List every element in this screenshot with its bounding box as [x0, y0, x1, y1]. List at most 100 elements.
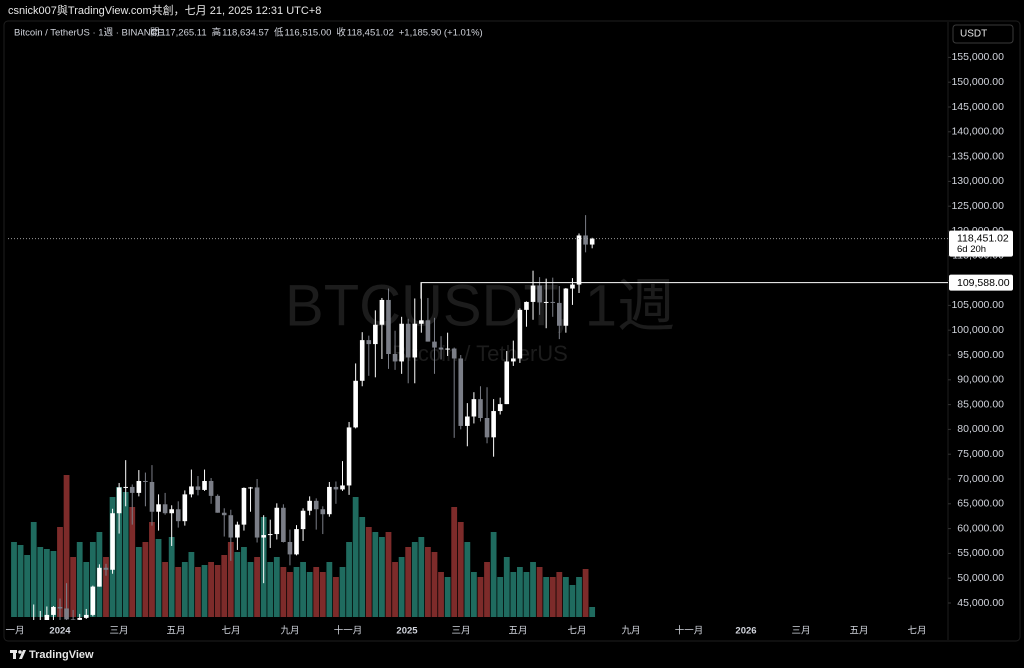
- y-tick-label: 60,000.00: [957, 522, 1004, 534]
- volume-bar: [287, 572, 293, 617]
- candle-body: [451, 348, 457, 359]
- y-tick-label: 90,000.00: [957, 374, 1004, 386]
- candle-body: [327, 486, 332, 515]
- y-tick-label: 65,000.00: [957, 498, 1004, 510]
- candle-body: [412, 323, 418, 358]
- candle-body: [550, 301, 556, 303]
- candle-body: [267, 534, 273, 536]
- x-tick-label: 2024: [49, 626, 71, 637]
- candle-body: [169, 509, 174, 514]
- axes: 45,000.00 50,000.00 55,000.00 60,000.00 65,0…: [5, 51, 1013, 637]
- candle-body: [116, 487, 122, 514]
- candle-body: [333, 486, 339, 490]
- volume-bar: [471, 572, 477, 617]
- candle-body: [524, 301, 529, 310]
- currency[interactable]: USDT: [960, 29, 987, 40]
- y-tick-label: 50,000.00: [957, 572, 1004, 584]
- volume-bar: [241, 547, 247, 617]
- candle-body: [70, 619, 76, 620]
- volume-bar: [43, 549, 50, 617]
- volume-bar: [122, 492, 129, 617]
- volume-bar: [523, 572, 530, 617]
- volume-bar: [155, 539, 162, 617]
- candle-body: [346, 427, 352, 486]
- candle-body: [136, 480, 142, 493]
- volume-bar: [254, 557, 260, 617]
- symbol: Bitcoin / TetherUS · 1週 · BINANCE: [14, 27, 164, 39]
- volume-bar: [530, 562, 536, 617]
- volume-bar: [24, 555, 31, 617]
- candle-body: [445, 348, 450, 350]
- footer-brand: TradingView: [29, 649, 94, 661]
- candle-body: [162, 504, 168, 514]
- currency-button[interactable]: [952, 24, 1014, 44]
- volume-bar: [385, 532, 392, 617]
- candle-body: [64, 608, 69, 620]
- y-tick-label: 80,000.00: [957, 423, 1004, 435]
- y-tick-label: 75,000.00: [957, 448, 1004, 460]
- change: +1,185.90 (+1.01%): [399, 28, 483, 39]
- hline-label-box: [949, 274, 1013, 291]
- candle-body: [261, 535, 266, 538]
- ohlc-value: 118,634.57: [222, 28, 269, 39]
- candle-body: [359, 340, 365, 381]
- last-price-label: 118,451.02: [957, 232, 1009, 244]
- ohlc-label: 收: [336, 27, 346, 39]
- y-tick-label: 135,000.00: [951, 150, 1004, 162]
- y-tick-label: 145,000.00: [951, 101, 1004, 113]
- last-price-box: [949, 230, 1013, 257]
- candle-body: [208, 480, 214, 496]
- volume-bar: [17, 545, 24, 617]
- ohlc-value: 118,451.02: [347, 28, 394, 39]
- x-tick-label: 2026: [735, 626, 756, 637]
- volume-bar: [247, 562, 254, 617]
- volume-bar: [582, 569, 589, 617]
- x-tick-label: 七月: [221, 626, 240, 637]
- y-tick-label: 100,000.00: [951, 324, 1004, 336]
- candle-body: [97, 567, 102, 587]
- ohlc-label: 開: [150, 28, 160, 39]
- candle-body: [340, 485, 345, 490]
- candle-body: [392, 354, 398, 362]
- candle-body: [90, 586, 96, 615]
- candle-body: [215, 495, 220, 513]
- ohlc-label: 低: [274, 27, 284, 39]
- candle-body: [511, 358, 516, 362]
- candle-body: [366, 340, 372, 345]
- candle-body: [235, 524, 240, 538]
- hline-label: 109,588.00: [957, 277, 1010, 289]
- countdown: 6d 20h: [957, 244, 986, 255]
- candle-body: [537, 285, 542, 303]
- candle-body: [195, 486, 201, 490]
- volume-bar: [129, 507, 136, 617]
- x-tick-label: 五月: [849, 626, 868, 637]
- x-tick-label: 七月: [907, 626, 926, 637]
- volume-bar: [267, 562, 274, 617]
- y-tick-label: 70,000.00: [957, 473, 1004, 485]
- candle-body: [478, 399, 483, 418]
- candle-body: [458, 358, 464, 426]
- header-title: csnick007與TradingView.com共創，七月 21, 2025 …: [8, 3, 321, 17]
- volume-bar: [208, 562, 214, 617]
- candle-body: [294, 529, 299, 555]
- candle-body: [254, 487, 260, 538]
- volume-bar: [149, 522, 155, 617]
- volume-bar: [425, 547, 431, 617]
- candle-body: [530, 285, 536, 302]
- volume-bar: [70, 557, 77, 617]
- x-tick-label: 九月: [621, 625, 640, 637]
- volume-bar: [201, 565, 208, 617]
- volume-bar: [313, 567, 320, 617]
- volume-bar: [444, 577, 451, 617]
- candle-body: [438, 347, 444, 350]
- candle-body: [103, 567, 109, 570]
- volume-bar: [503, 557, 510, 617]
- volume-bar: [142, 542, 149, 617]
- volume-bar: [293, 567, 300, 617]
- candle-body: [497, 404, 503, 412]
- candle-body: [557, 302, 562, 326]
- volume-bar: [576, 577, 582, 617]
- candle-body: [465, 416, 470, 426]
- candle-body: [129, 486, 135, 493]
- candle-body: [313, 500, 319, 510]
